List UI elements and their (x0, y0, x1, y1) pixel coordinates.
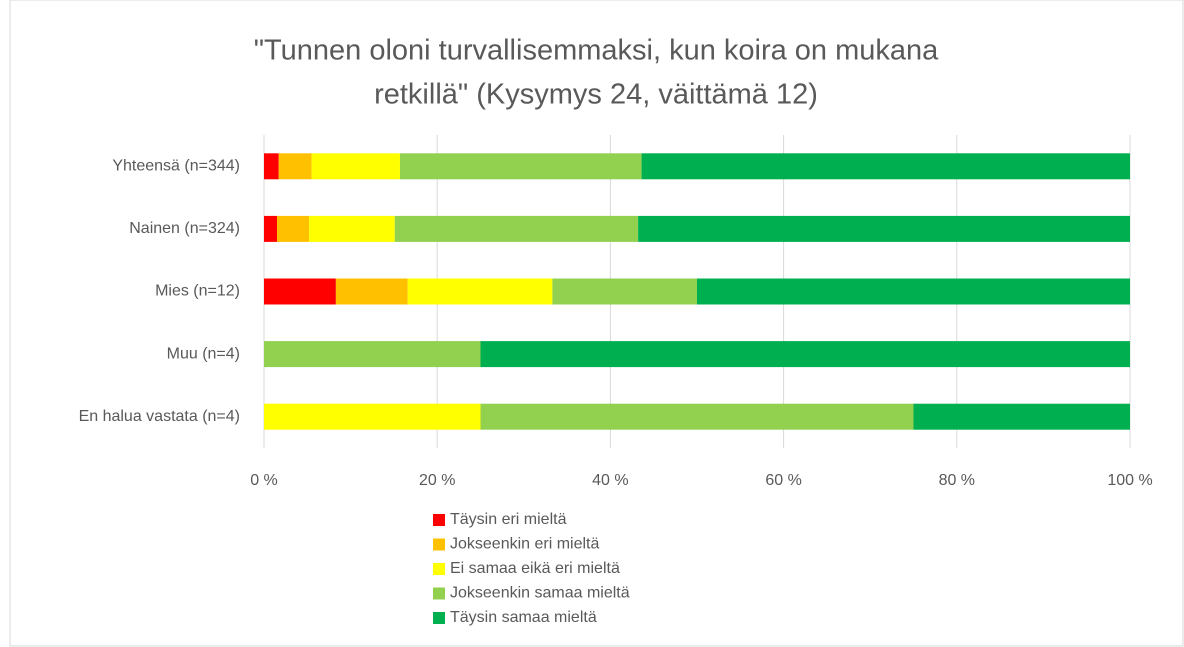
x-tick-label: 60 % (765, 472, 801, 489)
y-tick-label: En halua vastata (n=4) (79, 408, 240, 425)
bar-segment (264, 278, 336, 305)
bar-segment (309, 215, 395, 242)
bar-segment (278, 153, 312, 180)
x-tick-label: 40 % (592, 472, 628, 489)
legend-label: Täysin eri mieltä (450, 511, 567, 528)
bar-segment (311, 153, 400, 180)
bar-segment (407, 278, 553, 305)
bar-segment (638, 215, 1130, 242)
bar-segment (913, 403, 1130, 430)
x-tick-label: 100 % (1107, 472, 1152, 489)
legend-swatch (433, 563, 445, 575)
bar-segment (552, 278, 697, 305)
bar-segment (641, 153, 1130, 180)
x-tick-label: 80 % (939, 472, 975, 489)
legend-label: Jokseenkin eri mieltä (450, 536, 600, 553)
legend-swatch (433, 612, 445, 624)
chart-title: retkillä" (Kysymys 24, väittämä 12) (374, 79, 818, 111)
y-tick-label: Muu (n=4) (167, 345, 240, 362)
bar-segment (264, 341, 481, 368)
legend-swatch (433, 538, 445, 551)
bar-segment (480, 341, 1130, 368)
x-tick-label: 0 % (250, 472, 278, 489)
legend-label: Ei samaa eikä eri mieltä (450, 560, 620, 577)
chart-frame (9, 0, 1184, 647)
y-tick-label: Yhteensä (n=344) (112, 158, 240, 175)
bar-segment (276, 215, 310, 242)
bar-segment (480, 403, 914, 430)
legend-swatch (433, 587, 445, 600)
bar-segment (264, 403, 481, 430)
bar-segment (335, 278, 408, 305)
chart-title: "Tunnen oloni turvallisemmaksi, kun koir… (254, 35, 939, 67)
legend-label: Täysin samaa mieltä (450, 609, 597, 626)
bar-segment (264, 215, 277, 242)
y-tick-label: Mies (n=12) (155, 283, 240, 300)
y-tick-label: Nainen (n=324) (129, 220, 240, 237)
x-tick-label: 20 % (419, 472, 455, 489)
bar-segment (394, 215, 639, 242)
bar-segment (697, 278, 1130, 305)
bar-segment (399, 153, 642, 180)
legend-label: Jokseenkin samaa mieltä (450, 585, 630, 602)
bar-segment (264, 153, 279, 180)
legend-swatch (433, 514, 445, 526)
